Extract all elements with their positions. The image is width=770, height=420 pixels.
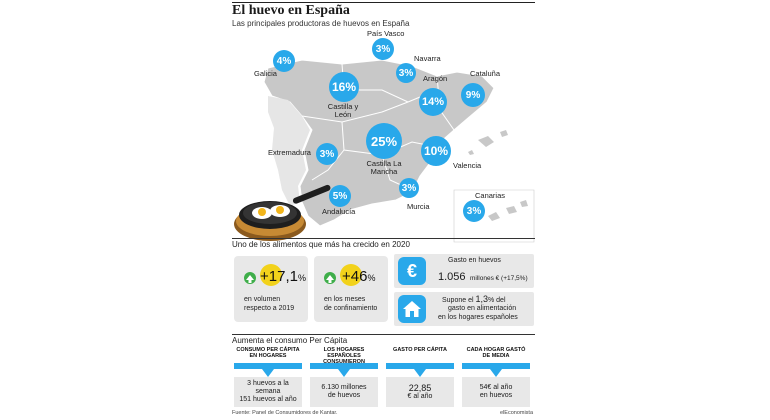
castilla-la-mancha-label: Castilla La Mancha xyxy=(366,159,402,177)
cada-hogar-line-1: 54€ al año xyxy=(479,383,513,391)
share-text-4: en los hogares españoles xyxy=(438,314,518,321)
valencia-label: Valencia xyxy=(453,161,482,170)
share-text-2: % del xyxy=(488,297,506,304)
consumption-rule xyxy=(232,334,535,335)
cataluna-label: Cataluña xyxy=(470,69,501,78)
consumo-line-2: 151 huevos al año xyxy=(239,396,297,404)
aragon-bubble: 14% xyxy=(419,88,447,116)
months-unit: % xyxy=(367,273,376,283)
months-stat-box: +46% en los meses de confinamiento xyxy=(314,256,388,322)
andalucia-label: Andalucía xyxy=(322,207,356,216)
castilla-la-mancha-bubble: 25% xyxy=(366,123,402,159)
col-head-cada-hogar: CADA HOGAR GASTÓ DE MEDIA xyxy=(466,347,526,360)
brand-credit: elEconomista xyxy=(500,410,534,416)
gasto-value-box: 22,85 € al año xyxy=(386,377,454,407)
page-subtitle: Las principales productoras de huevos en… xyxy=(232,19,410,28)
house-icon xyxy=(398,295,426,323)
months-highlight xyxy=(340,264,362,286)
volume-text-2: respecto a 2019 xyxy=(244,305,295,312)
galicia-label: Galicia xyxy=(254,69,277,78)
murcia-bubble: 3% xyxy=(399,178,419,198)
extremadura-label: Extremadura xyxy=(268,148,311,157)
spend-stat-box: € Gasto en huevos 1.056 millones € (+17,… xyxy=(394,254,534,288)
spend-value: 1.056 xyxy=(438,271,466,283)
cada-hogar-line-2: en huevos xyxy=(479,392,513,399)
share-text-3: gasto en alimentación xyxy=(448,305,517,312)
cada-hogar-value-box: 54€ al año en huevos xyxy=(462,377,530,407)
volume-value: +17,1 xyxy=(260,268,298,285)
spend-label: Gasto en huevos xyxy=(448,257,501,264)
pais-vasco-label: País Vasco xyxy=(367,29,405,38)
share-text-1: Supone el xyxy=(442,297,474,304)
months-text-1: en los meses xyxy=(324,296,366,303)
euro-icon: € xyxy=(398,257,426,285)
down-arrow-icon xyxy=(462,363,530,377)
volume-highlight xyxy=(260,264,282,286)
volume-text-1: en volumen xyxy=(244,296,281,303)
spend-unit: millones € (+17,5%) xyxy=(469,275,528,282)
title-rule xyxy=(232,2,535,3)
page-title: El huevo en España xyxy=(232,3,350,18)
col-head-gasto: GASTO PER CÁPITA xyxy=(393,347,447,353)
volume-stat-box: +17,1% en volumen respecto a 2019 xyxy=(234,256,308,322)
col-head-hogares: LOS HOGARES ESPAÑOLES CONSUMIERON xyxy=(323,347,365,366)
hogares-value-box: 6.130 millones de huevos xyxy=(310,377,378,407)
frying-pan-illustration xyxy=(234,184,331,241)
murcia-label: Murcia xyxy=(407,202,430,211)
gasto-line-2: € al año xyxy=(407,393,433,401)
source-note: Fuente: Panel de Consumidores de Kantar. xyxy=(232,410,338,416)
volume-unit: % xyxy=(297,273,306,283)
consumo-line-1: 3 huevos a la semana xyxy=(247,379,289,395)
gasto-line-1: 22,85 xyxy=(408,382,432,393)
extremadura-bubble: 3% xyxy=(316,143,338,165)
col-head-consumo: CONSUMO PER CÁPITA EN HOGARES xyxy=(236,347,300,360)
growth-rule xyxy=(232,238,535,239)
consumption-heading: Aumenta el consumo Per Cápita xyxy=(232,336,348,345)
consumo-value-box: 3 huevos a la semana 151 huevos al año xyxy=(234,377,302,407)
galicia-bubble: 4% xyxy=(273,50,295,72)
share-stat-box: Supone el 1,3% del gasto en alimentación… xyxy=(394,292,534,326)
share-value: 1,3 xyxy=(475,294,488,304)
navarra-bubble: 3% xyxy=(396,63,416,83)
down-arrow-icon xyxy=(234,363,302,377)
canarias-label: Canarias xyxy=(475,191,506,200)
down-arrow-icon xyxy=(386,363,454,377)
navarra-label: Navarra xyxy=(414,54,441,63)
castilla-leon-bubble: 16% xyxy=(329,72,359,102)
pais-vasco-bubble: 3% xyxy=(372,38,394,60)
down-arrow-icon xyxy=(310,363,378,377)
canarias-bubble: 3% xyxy=(463,200,485,222)
valencia-bubble: 10% xyxy=(421,136,451,166)
growth-heading: Uno de los alimentos que más ha crecido … xyxy=(232,240,410,249)
hogares-line-2: de huevos xyxy=(327,392,361,399)
up-arrow-icon xyxy=(324,272,336,284)
andalucia-bubble: 5% xyxy=(329,185,351,207)
aragon-label: Aragón xyxy=(423,74,448,83)
castilla-leon-label: Castilla y León xyxy=(327,102,359,120)
cataluna-bubble: 9% xyxy=(461,83,485,107)
hogares-line-1: 6.130 millones xyxy=(321,383,367,391)
months-text-2: de confinamiento xyxy=(324,305,378,312)
months-value: +46 xyxy=(342,268,368,285)
up-arrow-icon xyxy=(244,272,256,284)
spain-map: 3% País Vasco 4% Galicia 3% Navarra 9% C… xyxy=(232,29,537,245)
